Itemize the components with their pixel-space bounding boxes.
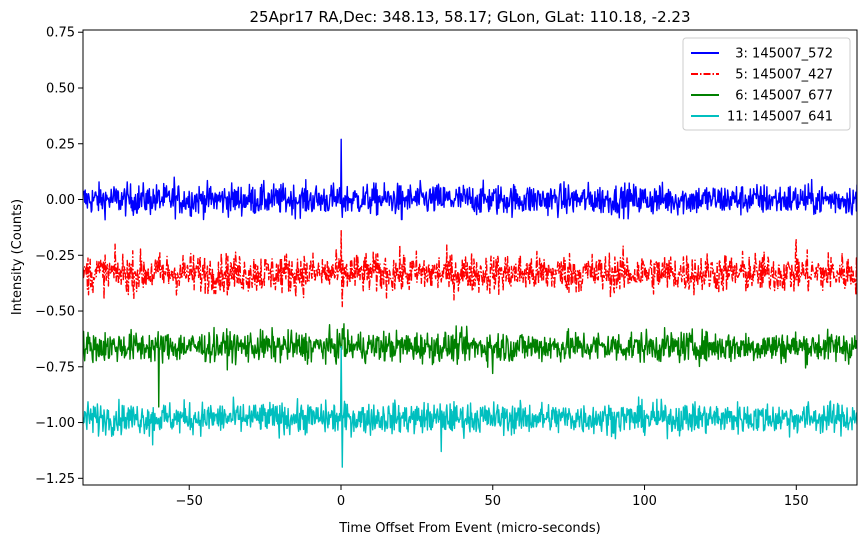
series-line-2 [83,230,857,308]
legend-label: 5: 145007_427 [727,68,833,83]
legend: 3: 145007_572 5: 145007_427 6: 145007_67… [682,37,851,131]
series-line-1 [83,138,857,221]
x-tick-label: −50 [176,494,203,509]
legend-box [682,37,851,131]
y-tick-label: −0.25 [35,249,75,264]
y-tick-label: −0.50 [35,305,75,320]
x-tick-label: 100 [632,494,657,509]
series-layer [83,138,857,468]
y-tick-label: −1.25 [35,472,75,487]
chart-title: 25Apr17 RA,Dec: 348.13, 58.17; GLon, GLa… [249,8,690,26]
series-line-4 [83,346,857,468]
y-tick-label: 0.50 [46,81,75,96]
legend-label: 3: 145007_572 [727,47,833,62]
y-tick-label: −1.00 [35,416,75,431]
y-tick-label: 0.00 [46,193,75,208]
x-tick-label: 50 [484,494,501,509]
series-line-3 [83,323,857,408]
y-tick-label: 0.25 [46,137,75,152]
x-axis-label: Time Offset From Event (micro-seconds) [338,521,601,536]
x-axis: −50 0 50 100 150 [176,485,809,509]
x-tick-label: 150 [784,494,809,509]
legend-label: 6: 145007_677 [727,89,833,104]
plot-frame [82,29,858,486]
x-tick-label: 0 [337,494,345,509]
y-axis: 0.75 0.50 0.25 0.00 −0.25 −0.50 −0.75 −1.00 −1.2… [35,26,83,487]
legend-label: 11: 145007_641 [727,110,833,125]
y-tick-label: 0.75 [46,26,75,41]
y-tick-label: −0.75 [35,360,75,375]
y-axis-label: Intensity (Counts) [10,199,25,315]
